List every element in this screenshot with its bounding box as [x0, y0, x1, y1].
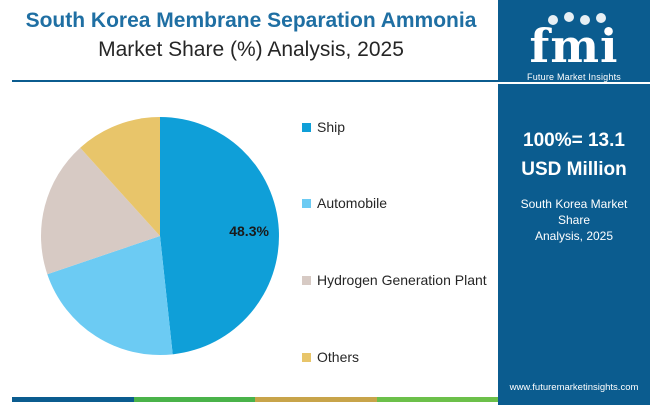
logo-mark: fmi [529, 19, 619, 73]
bottom-bar-segment [133, 397, 255, 402]
bottom-bar-segment [255, 397, 377, 402]
chart-title-line2: Market Share (%) Analysis, 2025 [98, 38, 404, 61]
pie-slice-others [80, 117, 160, 236]
sidebar-caption-line2: Analysis, 2025 [534, 229, 614, 243]
market-total-unit: USD Million [521, 159, 627, 180]
legend-swatch [302, 352, 311, 362]
legend-swatch [302, 122, 311, 132]
legend-swatch [302, 275, 311, 285]
legend-item: Hydrogen Generation Plant [302, 272, 487, 288]
chart-title: South Korea Membrane Separation Ammonia … [12, 6, 490, 64]
chart-title-line1: South Korea Membrane Separation Ammonia [25, 9, 477, 32]
legend-label: Hydrogen Generation Plant [317, 272, 487, 288]
bottom-color-bar [12, 397, 498, 402]
pie-slice-ship [160, 117, 279, 355]
legend-swatch [302, 198, 311, 208]
sidebar-divider [498, 82, 650, 84]
bottom-bar-segment [12, 397, 134, 402]
legend-item: Others [302, 349, 359, 365]
market-total: 100%= 13.1 USD Million [498, 126, 650, 184]
sidebar-caption: South Korea Market Share Analysis, 2025 [504, 196, 644, 244]
pie-chart: 48.3% [41, 117, 279, 355]
legend-label: Automobile [317, 195, 388, 211]
pie-data-label: 48.3% [229, 223, 269, 239]
sidebar-panel: fmi Future Market Insights 100%= 13.1 US… [498, 0, 650, 405]
pie-slice-automobile [47, 236, 173, 355]
website-link[interactable]: www.futuremarketinsights.com [509, 382, 639, 393]
chart-legend: Ship Automobile Hydrogen Generation Plant O… [302, 82, 498, 396]
market-total-value: 100%= 13.1 [523, 130, 625, 151]
legend-label: Ship [317, 119, 346, 135]
chart-area: 48.3% Ship Automobile Hydrogen Generation … [0, 82, 498, 396]
legend-item: Ship [302, 119, 345, 135]
logo-bubbles-icon [542, 12, 612, 28]
pie-slice-hydrogen-generation-plant [41, 147, 160, 275]
title-divider [12, 80, 498, 82]
fmi-logo: fmi Future Market Insights [498, 8, 650, 82]
sidebar-caption-line1: South Korea Market Share [520, 197, 628, 227]
legend-label: Others [317, 349, 360, 365]
bottom-bar-segment [376, 397, 498, 402]
legend-item: Automobile [302, 195, 387, 211]
logo-brand-name: Future Market Insights [527, 72, 621, 82]
